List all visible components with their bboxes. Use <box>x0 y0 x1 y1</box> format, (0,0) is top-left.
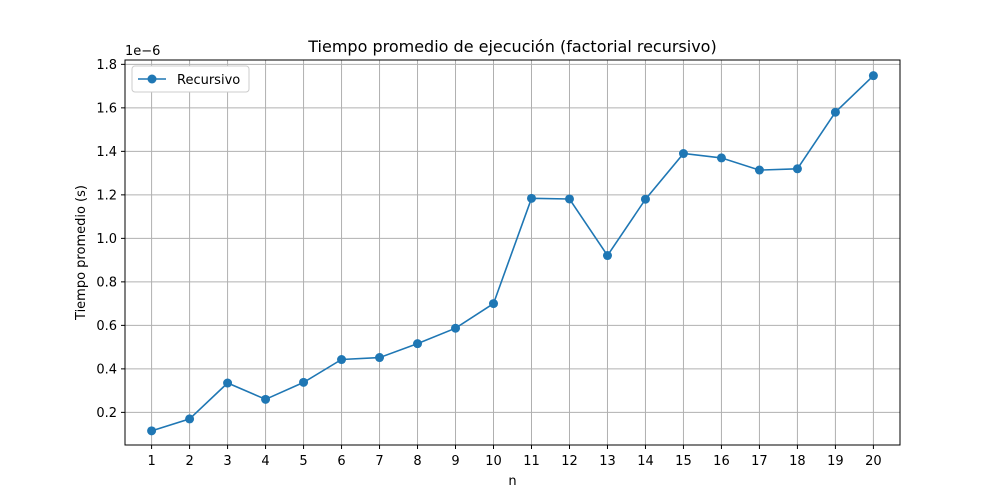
x-tick-label: 5 <box>299 454 307 469</box>
x-tick-label: 12 <box>561 454 578 469</box>
data-point <box>602 251 612 261</box>
data-point <box>526 193 536 203</box>
data-point <box>413 339 423 349</box>
y-tick-label: 1.4 <box>96 145 117 160</box>
x-tick-label: 20 <box>865 454 882 469</box>
y-tick-label: 0.6 <box>96 319 117 334</box>
data-point <box>868 71 878 81</box>
y-offset-label: 1e−6 <box>125 44 160 59</box>
data-point <box>830 107 840 117</box>
x-tick-label: 16 <box>713 454 730 469</box>
data-point <box>754 165 764 175</box>
x-tick-label: 6 <box>337 454 345 469</box>
legend: Recursivo <box>131 65 250 93</box>
data-point <box>147 426 157 436</box>
x-tick-label: 1 <box>147 454 155 469</box>
data-point <box>185 414 195 424</box>
x-tick-label: 10 <box>485 454 502 469</box>
y-axis-label: Tiempo promedio (s) <box>74 185 89 321</box>
x-tick-label: 3 <box>223 454 231 469</box>
x-tick-label: 8 <box>413 454 421 469</box>
y-tick-label: 1.6 <box>96 101 117 116</box>
data-series <box>147 71 878 436</box>
data-point <box>564 194 574 204</box>
x-tick-label: 17 <box>751 454 768 469</box>
chart-title: Tiempo promedio de ejecución (factorial … <box>307 37 716 56</box>
y-tick-label: 1.8 <box>96 58 117 73</box>
series-line <box>151 75 874 432</box>
data-point <box>223 378 233 388</box>
x-tick-label: 15 <box>675 454 692 469</box>
y-tick-label: 0.4 <box>96 362 117 377</box>
data-point <box>716 153 726 163</box>
plot-frame <box>124 59 901 446</box>
x-tick-label: 14 <box>637 454 654 469</box>
x-tick-label: 4 <box>261 454 269 469</box>
y-tick-label: 0.8 <box>96 275 117 290</box>
data-point <box>451 323 461 333</box>
data-point <box>678 149 688 159</box>
legend-label: Recursivo <box>177 73 240 88</box>
data-point <box>337 355 347 365</box>
y-tick-label: 0.2 <box>96 406 117 421</box>
data-point <box>375 353 385 363</box>
legend-box <box>131 65 250 93</box>
data-point <box>299 377 309 387</box>
x-tick-label: 2 <box>185 454 193 469</box>
x-tick-label: 19 <box>827 454 844 469</box>
axis-ticks: 1 2 3 4 5 6 7 8 9 10 11 12 13 14 15 16 17 18 19 200.20.40.6… <box>96 58 881 469</box>
grid <box>125 60 900 445</box>
data-point <box>489 299 499 309</box>
y-tick-label: 1.2 <box>96 188 117 203</box>
legend-marker-swatch <box>147 74 157 84</box>
x-tick-label: 18 <box>789 454 806 469</box>
x-tick-label: 13 <box>599 454 616 469</box>
x-tick-label: 11 <box>523 454 540 469</box>
x-tick-label: 7 <box>375 454 383 469</box>
x-tick-label: 9 <box>451 454 459 469</box>
y-tick-label: 1.0 <box>96 232 117 247</box>
data-point <box>261 394 271 404</box>
data-point <box>792 164 802 174</box>
data-point <box>640 194 650 204</box>
x-axis-label: n <box>508 474 516 489</box>
